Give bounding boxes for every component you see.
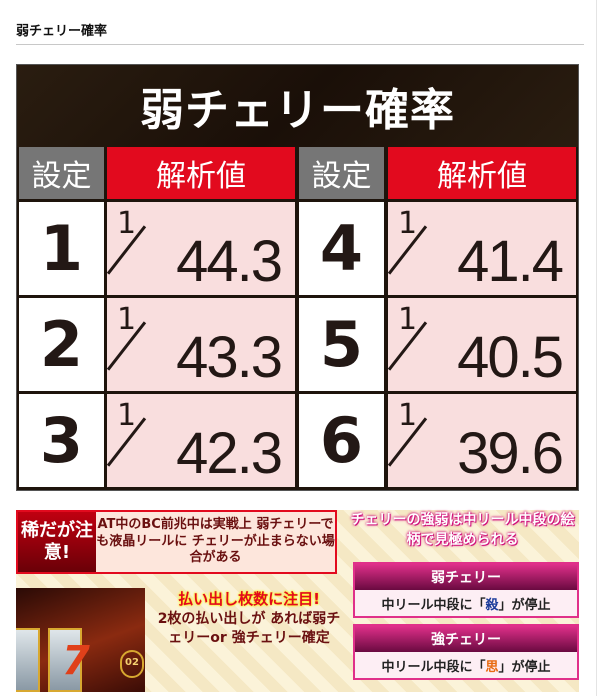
table-title: 弱チェリー確率 <box>17 65 578 147</box>
reel-center <box>48 628 82 692</box>
notes-panel: 稀だが注意! AT中のBC前兆中は実戦上 弱チェリーでも液晶リールに チェリーが… <box>16 510 579 692</box>
seven-symbol-icon: 7 <box>62 638 90 684</box>
numerator: 1 <box>117 398 137 433</box>
probability-table-image: 弱チェリー確率 設定 解析値 設定 解析値 1 1 44.3 2 1 43.3 3 1 42.3… <box>16 64 579 491</box>
setting-cell: 6 <box>299 394 384 487</box>
numerator: 1 <box>398 302 418 337</box>
setting-cell: 3 <box>19 394 104 487</box>
weak-cherry-desc: 中リール中段に「殺」が停止 <box>355 590 577 616</box>
value-cell: 1 41.4 <box>387 202 576 295</box>
setting-cell: 5 <box>299 298 384 391</box>
strong-cherry-box: 強チェリー 中リール中段に「思」が停止 <box>353 624 579 680</box>
denominator: 39.6 <box>457 421 564 486</box>
value-cell: 1 39.6 <box>387 394 576 487</box>
desc-pre: 中リール中段に「 <box>381 597 486 613</box>
numerator: 1 <box>398 398 418 433</box>
denominator: 41.4 <box>457 229 564 294</box>
header-setting-right: 設定 <box>299 147 384 199</box>
scrollbar-edge <box>596 0 597 696</box>
denominator: 44.3 <box>176 229 283 294</box>
value-cell: 1 42.3 <box>106 394 295 487</box>
value-cell: 1 44.3 <box>106 202 295 295</box>
payout-text: 2枚の払い出しが あれば弱チェリーor 強チェリー確定 <box>157 611 341 646</box>
warning-label: 稀だが注意! <box>18 512 96 572</box>
warning-text: AT中のBC前兆中は実戦上 弱チェリーでも液晶リールに チェリーが止まらない場合… <box>96 516 335 566</box>
warning-box: 稀だが注意! AT中のBC前兆中は実戦上 弱チェリーでも液晶リールに チェリーが… <box>16 510 337 574</box>
weak-cherry-title: 弱チェリー <box>355 564 577 590</box>
header-setting-left: 設定 <box>19 147 104 199</box>
numerator: 1 <box>398 206 418 241</box>
divider <box>16 44 584 45</box>
setting-cell: 4 <box>299 202 384 295</box>
denominator: 43.3 <box>176 325 283 390</box>
payout-counter: 02 <box>120 650 144 678</box>
value-cell: 1 43.3 <box>106 298 295 391</box>
strong-cherry-desc: 中リール中段に「思」が停止 <box>355 652 577 678</box>
setting-cell: 2 <box>19 298 104 391</box>
speech-bubble: チェリーの強弱は中リール中段の絵柄で見極められる <box>350 512 575 549</box>
section-heading: 弱チェリー確率 <box>16 24 108 39</box>
desc-post: 」が停止 <box>498 597 551 613</box>
setting-cell: 1 <box>19 202 104 295</box>
header-value-left: 解析値 <box>107 147 295 199</box>
numerator: 1 <box>117 302 137 337</box>
strong-cherry-title: 強チェリー <box>355 626 577 652</box>
numerator: 1 <box>117 206 137 241</box>
desc-pre: 中リール中段に「 <box>381 659 486 675</box>
desc-post: 」が停止 <box>498 659 551 675</box>
denominator: 42.3 <box>176 421 283 486</box>
value-cell: 1 40.5 <box>387 298 576 391</box>
payout-heading: 払い出し枚数に注目! <box>178 590 320 608</box>
reel-left <box>16 628 40 692</box>
denominator: 40.5 <box>457 325 564 390</box>
desc-kanji: 殺 <box>485 597 499 613</box>
header-value-right: 解析値 <box>388 147 576 199</box>
weak-cherry-box: 弱チェリー 中リール中段に「殺」が停止 <box>353 562 579 618</box>
game-screenshot: 7 02 <box>16 588 145 692</box>
desc-kanji: 思 <box>485 659 499 675</box>
